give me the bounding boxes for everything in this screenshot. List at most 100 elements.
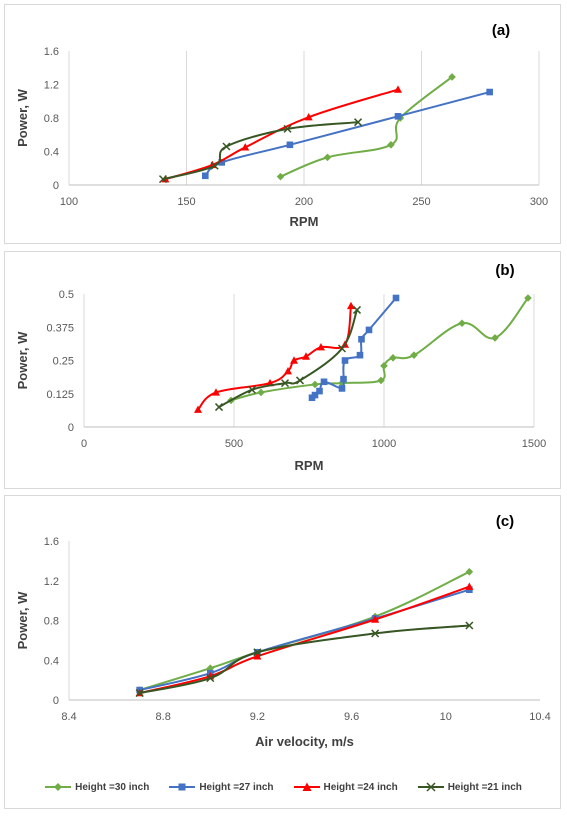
data-point bbox=[486, 88, 493, 96]
x-tick-label: 10 bbox=[440, 711, 452, 723]
data-point bbox=[214, 403, 224, 412]
data-point bbox=[448, 73, 456, 81]
panel-label: (c) bbox=[496, 513, 514, 530]
legend-label-24: Height =24 inch bbox=[323, 781, 398, 793]
y-tick-label: 0.25 bbox=[53, 356, 74, 368]
y-axis-label: Power, W bbox=[15, 88, 30, 147]
series-3 bbox=[194, 301, 355, 413]
x-tick-label: 150 bbox=[177, 196, 195, 208]
data-point bbox=[290, 356, 298, 364]
data-point bbox=[286, 141, 294, 149]
series-4 bbox=[214, 305, 362, 412]
data-point bbox=[206, 674, 215, 683]
series-1 bbox=[135, 568, 474, 694]
panel-label: (a) bbox=[492, 22, 510, 39]
data-point bbox=[247, 385, 257, 394]
series-line bbox=[218, 309, 358, 408]
legend-marker-triangle bbox=[293, 782, 320, 791]
data-point bbox=[212, 388, 220, 396]
x-tick-label: 300 bbox=[530, 196, 548, 208]
data-point bbox=[352, 305, 362, 314]
data-point bbox=[340, 375, 347, 383]
chart-panel-b: 0 500 1000 1500 0 0.125 0.25 0.375 0.5 RPM Power, … bbox=[4, 251, 561, 489]
data-point bbox=[337, 344, 347, 353]
data-point bbox=[338, 385, 346, 392]
x-tick-label: 8.8 bbox=[156, 711, 171, 723]
y-tick-label: 0 bbox=[53, 180, 59, 192]
data-point bbox=[371, 629, 380, 638]
data-point bbox=[284, 366, 292, 375]
y-axis-label: Power, W bbox=[15, 591, 30, 650]
x-tick-label: 10.4 bbox=[529, 711, 550, 723]
data-point bbox=[253, 652, 262, 660]
data-point bbox=[210, 161, 219, 170]
data-point bbox=[135, 689, 144, 698]
legend-item-24: Height =24 inch bbox=[293, 781, 398, 793]
data-point bbox=[302, 352, 310, 360]
chart-c-svg: 8.4 8.8 9.2 9.6 10 10.4 0 0.4 0.8 1.2 1.6 Air veloc… bbox=[15, 513, 551, 749]
data-point bbox=[365, 326, 373, 334]
data-point bbox=[465, 568, 474, 576]
data-point bbox=[158, 175, 168, 184]
data-point bbox=[491, 334, 499, 342]
data-point bbox=[311, 391, 319, 399]
series-2 bbox=[308, 294, 400, 402]
legend-label-21: Height =21 inch bbox=[447, 781, 522, 793]
y-tick-label: 0.4 bbox=[44, 655, 59, 667]
data-point bbox=[354, 118, 363, 127]
data-point bbox=[356, 351, 364, 359]
series-3 bbox=[161, 85, 402, 183]
y-tick-label: 0.8 bbox=[44, 616, 59, 628]
data-point bbox=[323, 153, 332, 162]
x-tick-label: 1500 bbox=[522, 438, 546, 450]
series-line bbox=[197, 305, 352, 411]
x-tick-label: 200 bbox=[295, 196, 313, 208]
y-tick-label: 0 bbox=[68, 422, 74, 434]
data-point bbox=[222, 142, 231, 151]
data-point bbox=[320, 378, 328, 386]
x-tick-label: 1000 bbox=[372, 438, 396, 450]
y-tick-label: 0.375 bbox=[46, 322, 74, 334]
data-point bbox=[387, 141, 395, 149]
legend-item-30: Height =30 inch bbox=[45, 782, 149, 793]
data-point bbox=[380, 362, 388, 370]
x-tick-label: 9.2 bbox=[250, 711, 265, 723]
series-line bbox=[165, 88, 399, 181]
data-point bbox=[276, 172, 285, 181]
data-point bbox=[202, 172, 209, 180]
legend-marker-diamond bbox=[45, 783, 72, 791]
legend-item-21: Height =21 inch bbox=[417, 781, 522, 793]
data-point bbox=[394, 85, 402, 93]
data-point bbox=[465, 621, 474, 630]
data-point bbox=[392, 294, 400, 302]
y-tick-label: 1.6 bbox=[44, 46, 59, 58]
data-point bbox=[241, 143, 250, 151]
y-axis-label: Power, W bbox=[15, 331, 30, 390]
legend-marker-square bbox=[169, 783, 196, 791]
y-tick-label: 0.8 bbox=[44, 113, 59, 125]
data-point bbox=[371, 615, 380, 623]
x-tick-label: 8.4 bbox=[61, 711, 76, 723]
x-tick-label: 500 bbox=[225, 438, 243, 450]
y-tick-label: 0.125 bbox=[46, 389, 74, 401]
x-tick-label: 9.6 bbox=[344, 711, 359, 723]
data-point bbox=[358, 335, 365, 343]
data-point bbox=[377, 376, 385, 385]
data-point bbox=[311, 380, 319, 389]
x-axis-label: RPM bbox=[295, 458, 324, 473]
data-point bbox=[316, 387, 323, 395]
x-axis-label: Air velocity, m/s bbox=[255, 734, 354, 749]
x-tick-label: 100 bbox=[60, 196, 78, 208]
data-point bbox=[347, 301, 355, 310]
data-point bbox=[410, 351, 418, 359]
y-tick-label: 0 bbox=[53, 695, 59, 707]
legend: Height =30 inch Height =27 inch Height =… bbox=[0, 777, 567, 797]
data-point bbox=[283, 124, 292, 133]
y-tick-label: 1.2 bbox=[44, 576, 59, 588]
y-tick-label: 1.6 bbox=[44, 536, 59, 548]
y-tick-label: 0.4 bbox=[44, 147, 59, 159]
chart-panel-a: 100 150 200 250 300 0 0.4 0.8 1.2 1.6 RPM Power, W (… bbox=[4, 4, 561, 244]
data-point bbox=[458, 319, 466, 328]
x-tick-label: 250 bbox=[412, 196, 430, 208]
legend-label-30: Height =30 inch bbox=[75, 781, 150, 793]
